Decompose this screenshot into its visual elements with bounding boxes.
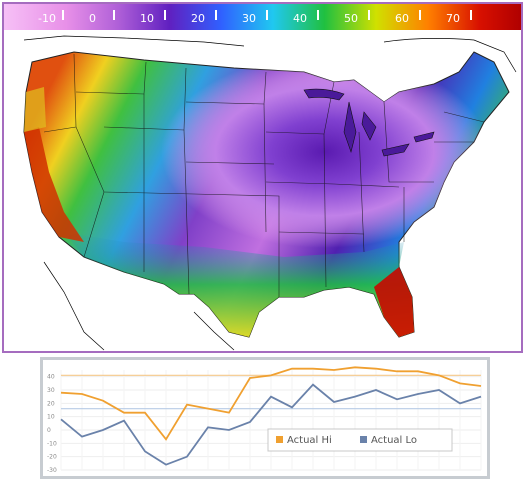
scale-tick-mark [266,10,268,20]
y-tick-label: -20 [47,454,57,461]
scale-tick-mark [113,10,115,20]
scale-tick-mark [62,10,64,20]
y-tick-label: -30 [47,467,57,474]
scale-tick-mark [419,10,421,20]
scale-label: 60 [395,12,409,25]
state-boundaries [43,53,485,297]
series-line-actual-hi [60,366,482,441]
y-tick-label: 10 [47,414,55,421]
y-tick-label: 30 [47,387,55,394]
legend-label-actual-lo: Actual Lo [371,435,417,446]
y-tick-label: 20 [47,400,55,407]
scale-label: -10 [38,12,56,25]
temperature-map-panel: -10 0 10 20 30 40 50 60 70 [2,2,523,353]
legend-label-actual-hi: Actual Hi [287,435,332,446]
series-line-actual-lo [60,383,482,466]
legend-swatch-actual-lo [360,436,367,443]
scale-label: 40 [293,12,307,25]
neighbor-outlines [23,35,517,351]
chart-legend: Actual Hi Actual Lo [267,428,453,452]
us-temperature-map [23,35,517,351]
y-tick-label: 0 [47,427,51,434]
great-lakes [303,88,435,157]
scale-tick-mark [470,10,472,20]
scale-label: 20 [191,12,205,25]
scale-tick-mark [317,10,319,20]
scale-label: 70 [446,12,460,25]
scale-tick-mark [368,10,370,20]
y-tick-label: -10 [47,440,57,447]
hi-lo-temperature-chart: 40 30 20 10 0 -10 -20 -30 Actual Hi Actual Lo [40,357,490,479]
scale-label: 0 [89,12,96,25]
scale-tick-mark [215,10,217,20]
scale-label: 30 [242,12,256,25]
y-tick-label: 40 [47,374,55,381]
legend-swatch-actual-hi [276,436,283,443]
scale-label: 50 [344,12,358,25]
scale-tick-mark [164,10,166,20]
scale-label: 10 [140,12,154,25]
temperature-scale-bar: -10 0 10 20 30 40 50 60 70 [4,4,521,30]
